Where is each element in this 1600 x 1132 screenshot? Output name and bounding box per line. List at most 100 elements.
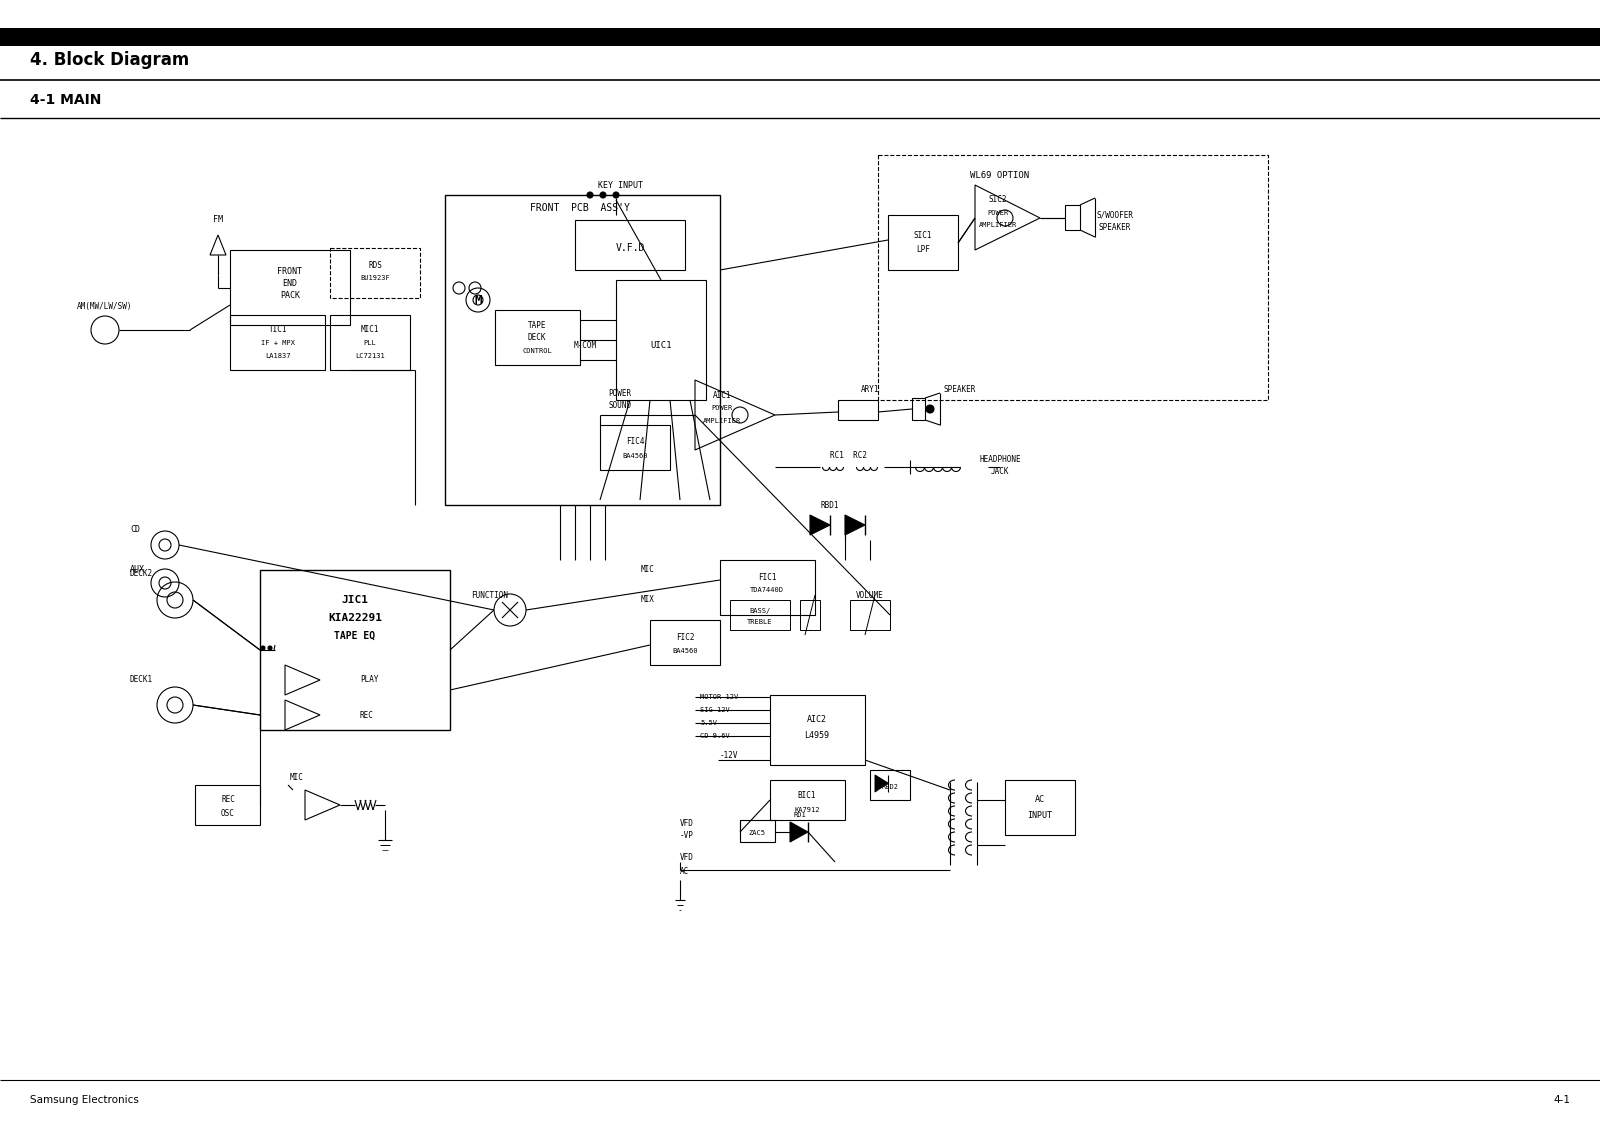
Bar [494,310,579,365]
Circle shape [261,646,266,650]
Text: TREBLE: TREBLE [747,619,773,625]
Bar [720,560,814,615]
Text: SPEAKER: SPEAKER [944,386,976,394]
Text: CD 9.6V: CD 9.6V [701,734,730,739]
Text: 4-1: 4-1 [1554,1095,1570,1105]
Text: SOUND: SOUND [608,402,632,411]
Text: TDA7440D: TDA7440D [750,588,784,593]
Bar [330,248,419,298]
Text: VFD: VFD [680,818,694,827]
Text: PLAY: PLAY [360,676,379,685]
Text: MIC: MIC [642,566,654,575]
Bar [770,780,845,820]
Text: UIC1: UIC1 [650,341,672,350]
Text: V.F.D: V.F.D [616,243,645,252]
Text: LA1837: LA1837 [266,353,291,359]
Text: -VP: -VP [680,832,694,840]
Polygon shape [790,822,808,842]
Text: ZAC5: ZAC5 [749,830,765,837]
Text: KA7912: KA7912 [794,807,819,813]
Text: S/WOOFER: S/WOOFER [1096,211,1133,220]
Circle shape [600,192,606,198]
Text: INPUT: INPUT [1027,811,1053,820]
Text: AMPLIFIER: AMPLIFIER [702,418,741,424]
Text: SIC2: SIC2 [989,196,1008,205]
Text: FUNCTION: FUNCTION [472,591,509,600]
Text: FM: FM [213,215,222,224]
Text: REC: REC [221,796,235,805]
Text: OSC: OSC [221,808,235,817]
Text: LC72131: LC72131 [355,353,386,359]
Text: BIC1: BIC1 [798,791,816,800]
Circle shape [613,192,619,198]
Text: JACK: JACK [990,468,1010,477]
Text: PACK: PACK [280,292,301,300]
Text: LPF: LPF [917,246,930,255]
Bar [195,784,259,825]
Text: CD: CD [130,525,141,534]
Text: MOTOR 12V: MOTOR 12V [701,694,738,700]
Text: TAPE: TAPE [528,320,546,329]
Text: 4-1 MAIN: 4-1 MAIN [30,93,101,108]
Text: AC: AC [680,866,690,875]
Text: POWER: POWER [987,211,1008,216]
Text: FIC4: FIC4 [626,437,645,446]
Text: SPEAKER: SPEAKER [1099,223,1131,232]
Bar [0,28,1600,46]
Text: RBD2: RBD2 [882,784,899,790]
Text: AIC2: AIC2 [806,715,827,724]
Text: SIG 12V: SIG 12V [701,708,730,713]
Polygon shape [875,775,888,792]
Bar [230,250,350,325]
Text: DECK1: DECK1 [130,676,154,685]
Text: ARY1: ARY1 [861,386,880,394]
Bar [770,695,866,765]
Text: MIX: MIX [642,595,654,604]
Bar [870,770,910,800]
Bar [445,195,720,505]
Text: 4. Block Diagram: 4. Block Diagram [30,51,189,69]
Text: CONTROL: CONTROL [522,348,552,354]
Text: FIC2: FIC2 [675,634,694,643]
Text: AM(MW/LW/SW): AM(MW/LW/SW) [77,301,133,310]
Text: RD1: RD1 [794,812,806,818]
Bar [800,600,819,631]
Text: WL69 OPTION: WL69 OPTION [971,171,1029,180]
Text: PLL: PLL [363,340,376,346]
Text: SIC1: SIC1 [914,231,933,240]
Text: -12V: -12V [720,751,739,760]
Text: KEY INPUT: KEY INPUT [597,180,643,189]
Text: VFD: VFD [680,854,694,863]
Bar [600,424,670,470]
Text: POWER: POWER [712,405,733,411]
Text: FIC1: FIC1 [758,573,776,582]
Text: DECK2: DECK2 [130,568,154,577]
Polygon shape [810,515,830,535]
Text: AMPLIFIER: AMPLIFIER [979,222,1018,228]
Text: KIA22291: KIA22291 [328,614,382,623]
Text: FRONT: FRONT [277,267,302,276]
Bar [739,820,774,842]
Circle shape [926,405,934,413]
Text: FRONT  PCB  ASS'Y: FRONT PCB ASS'Y [530,203,630,213]
Text: POWER: POWER [608,388,632,397]
Bar [730,600,790,631]
Bar [259,571,450,730]
Text: JIC1: JIC1 [341,595,368,604]
Text: DECK: DECK [528,334,546,343]
Text: TIC1: TIC1 [269,326,288,334]
Text: MIC: MIC [290,772,304,781]
Bar [1005,780,1075,835]
Text: TAPE EQ: TAPE EQ [334,631,376,641]
Circle shape [269,646,272,650]
Bar [616,280,706,400]
Text: L4959: L4959 [805,731,829,740]
Text: END: END [283,280,298,289]
Text: IF + MPX: IF + MPX [261,340,294,346]
Text: BASS/: BASS/ [749,608,771,614]
Text: M-COM: M-COM [573,341,597,350]
Bar [330,315,410,370]
Bar [650,620,720,664]
Text: REC: REC [360,711,374,720]
Text: Samsung Electronics: Samsung Electronics [30,1095,139,1105]
